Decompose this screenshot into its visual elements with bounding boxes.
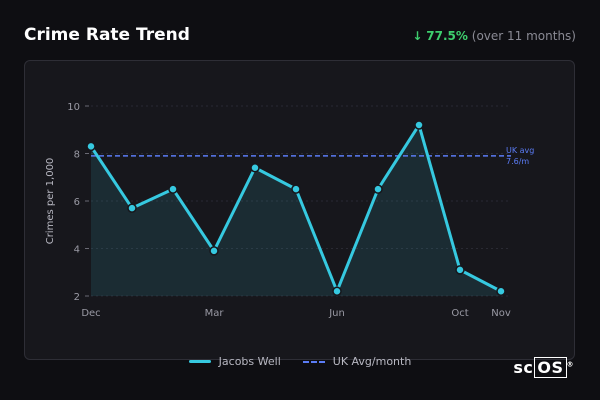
chart-card: [24, 60, 575, 360]
data-point: [291, 184, 301, 194]
data-point: [209, 246, 219, 256]
y-tick-label: 4: [74, 245, 80, 256]
y-tick-label: 10: [67, 102, 80, 113]
data-point: [332, 286, 342, 296]
change-summary: ↓ 77.5% (over 11 months): [412, 29, 576, 43]
data-point: [455, 265, 465, 275]
legend-solid-line-icon: [188, 360, 211, 363]
legend: Jacobs Well UK Avg/month: [0, 355, 600, 368]
reference-label: UK avg: [506, 146, 534, 155]
legend-series-label: Jacobs Well: [218, 355, 281, 368]
brand-logo: sc OS ®: [513, 357, 574, 378]
y-axis-label: Crimes per 1,000: [45, 158, 56, 245]
data-point: [86, 141, 96, 152]
series-area: [91, 125, 501, 296]
x-tick-label: Jun: [328, 308, 345, 319]
data-point: [496, 286, 506, 296]
change-percent: 77.5%: [426, 29, 468, 43]
x-tick-label: Oct: [451, 308, 468, 319]
legend-item-series[interactable]: Jacobs Well: [188, 355, 281, 368]
legend-reference-label: UK Avg/month: [332, 355, 412, 368]
chart-title: Crime Rate Trend: [24, 25, 190, 45]
x-tick-label: Nov: [491, 308, 511, 319]
reference-value-label: 7.6/m: [506, 157, 529, 166]
y-tick-label: 2: [74, 292, 80, 303]
x-tick-label: Mar: [205, 308, 225, 319]
legend-dashed-line-icon: [302, 360, 325, 363]
data-point: [373, 184, 383, 194]
data-point: [168, 184, 178, 194]
data-point: [127, 203, 137, 213]
down-arrow-icon: ↓: [412, 29, 423, 43]
data-point: [414, 120, 424, 130]
y-tick-label: 8: [74, 150, 80, 161]
change-period: (over 11 months): [471, 29, 576, 43]
y-tick-label: 6: [74, 197, 80, 208]
legend-item-reference[interactable]: UK Avg/month: [302, 355, 412, 368]
x-tick-label: Dec: [81, 308, 100, 319]
data-point: [250, 163, 260, 173]
